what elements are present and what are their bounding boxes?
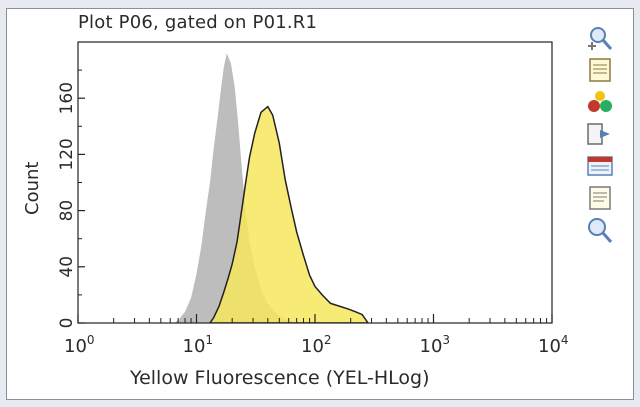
y-axis-label: Count [22,162,43,215]
statistics-icon [587,156,613,176]
gray-histogram [174,53,297,323]
zoom-in-icon [588,27,613,50]
x-tick-label: 104 [538,333,569,357]
yellow-histogram [209,105,369,323]
plot-panel [6,8,634,400]
properties-button[interactable] [582,184,618,212]
y-tick-label: 120 [57,138,77,170]
statistics-button[interactable] [582,152,618,180]
y-tick-label: 80 [57,200,77,222]
x-tick-label: 102 [301,333,332,357]
gate-colors-button[interactable] [582,88,618,116]
properties-icon [589,186,611,210]
gate-colors-icon [588,91,612,112]
zoom-out-button[interactable] [582,216,618,244]
zoom-in-button[interactable] [582,24,618,52]
x-tick-label: 101 [183,333,214,357]
plot-title: Plot P06, gated on P01.R1 [78,12,318,33]
copy-plot-button[interactable] [582,56,618,84]
y-tick-label: 40 [57,256,77,278]
histogram-series-layer [174,53,369,323]
x-tick-label: 100 [64,333,95,357]
y-tick-label: 160 [57,82,77,114]
zoom-out-icon [588,218,613,243]
y-tick-label: 0 [57,318,77,329]
axis-layer: 100 101 102 103 104 0 40 80 120 160 [57,69,569,357]
export-button[interactable] [582,120,618,148]
copy-plot-icon [589,58,611,82]
x-axis-label: Yellow Fluorescence (YEL-HLog) [129,367,430,389]
plot-frame [77,41,553,324]
plot-toolbar [582,24,622,254]
export-icon [587,123,610,145]
x-tick-label: 103 [420,333,451,357]
